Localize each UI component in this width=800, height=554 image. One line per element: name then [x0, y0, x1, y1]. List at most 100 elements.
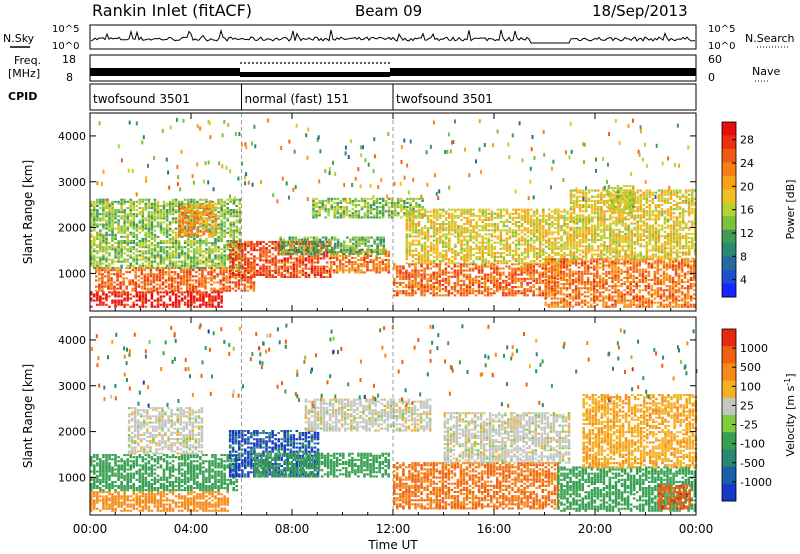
power-cell — [102, 240, 105, 243]
power-cell — [429, 273, 432, 276]
power-cell — [238, 219, 242, 222]
power-cell — [180, 252, 184, 255]
power-cell — [408, 271, 411, 274]
power-cell — [453, 294, 457, 297]
power-cell — [107, 281, 110, 284]
power-cell — [144, 297, 148, 300]
power-cell — [451, 225, 454, 228]
power-cell — [423, 290, 426, 293]
power-cell — [508, 275, 511, 278]
power-cell — [90, 204, 93, 207]
power-cell — [502, 292, 505, 295]
power-cell — [319, 265, 323, 268]
power-cell — [378, 265, 381, 268]
power-cell — [307, 240, 311, 243]
power-cell — [481, 208, 484, 211]
power-cell — [484, 227, 487, 230]
power-cell — [548, 239, 551, 242]
power-cell — [335, 271, 339, 274]
power-cell — [426, 239, 430, 242]
power-cell — [394, 204, 397, 207]
power-cell — [93, 213, 96, 216]
power-cell — [286, 271, 289, 274]
noise-trace-line — [90, 28, 696, 44]
power-cell — [454, 216, 457, 219]
power-cell — [262, 253, 265, 256]
power-cell — [554, 251, 557, 254]
power-cell — [259, 257, 262, 260]
power-cell — [542, 262, 545, 265]
power-cell — [286, 251, 289, 254]
power-cell — [179, 281, 183, 284]
power-cell — [310, 269, 314, 272]
power-cell — [241, 255, 244, 258]
power-cell — [544, 284, 548, 287]
power-cell — [256, 242, 259, 245]
power-cell — [551, 241, 554, 244]
power-cell — [411, 279, 414, 282]
power-cell — [228, 255, 232, 258]
power-cell — [514, 277, 517, 280]
power-cell — [190, 234, 194, 237]
power-cell — [129, 256, 132, 259]
power-cell — [165, 225, 169, 228]
power-cell — [378, 197, 382, 200]
power-cell — [111, 233, 114, 236]
power-cell — [478, 208, 481, 211]
power-cell — [508, 227, 512, 230]
power-cell — [348, 267, 351, 270]
power-cell — [141, 237, 145, 240]
power-cell — [183, 252, 187, 255]
power-cell — [409, 201, 412, 204]
power-cell — [554, 212, 557, 215]
power-cell — [300, 248, 304, 251]
power-cell — [117, 209, 120, 212]
power-cell — [102, 266, 105, 269]
power-cell — [228, 269, 232, 272]
power-cell — [234, 255, 238, 258]
power-cell — [457, 262, 460, 265]
power-cell — [559, 266, 563, 269]
power-cell — [144, 204, 148, 207]
power-cell — [420, 273, 423, 276]
power-cell — [108, 204, 111, 207]
power-cell — [508, 237, 512, 240]
power-cell — [480, 267, 484, 270]
power-cell — [246, 267, 250, 270]
power-cell — [222, 287, 225, 290]
power-cell — [548, 253, 551, 256]
power-cell — [223, 233, 226, 236]
power-cell — [432, 277, 435, 280]
power-cell — [210, 271, 213, 274]
power-cell — [292, 269, 296, 272]
power-cell — [557, 253, 560, 256]
power-cell — [129, 248, 132, 251]
power-cell — [466, 239, 469, 242]
power-cell — [405, 256, 409, 259]
power-cell — [346, 236, 349, 239]
power-cell — [545, 235, 548, 238]
power-cell — [238, 202, 242, 205]
power-cell — [508, 235, 512, 238]
power-cell — [277, 269, 280, 272]
power-cell — [329, 261, 333, 264]
power-cell — [143, 269, 147, 272]
power-cell — [99, 295, 102, 298]
power-cell — [382, 244, 385, 247]
power-cell — [313, 267, 317, 270]
power-cell — [366, 267, 369, 270]
power-cell — [187, 234, 191, 237]
power-cell — [355, 246, 358, 249]
power-cell — [526, 251, 530, 254]
power-cell — [490, 243, 494, 246]
power-cell — [378, 210, 382, 213]
power-cell — [550, 268, 554, 271]
power-cell — [411, 260, 415, 263]
power-cell — [99, 217, 102, 220]
power-cell — [174, 293, 178, 296]
power-cell — [150, 213, 154, 216]
power-cell — [202, 295, 205, 298]
power-cell — [432, 290, 435, 293]
power-cell — [223, 221, 226, 224]
power-cell — [376, 238, 379, 241]
